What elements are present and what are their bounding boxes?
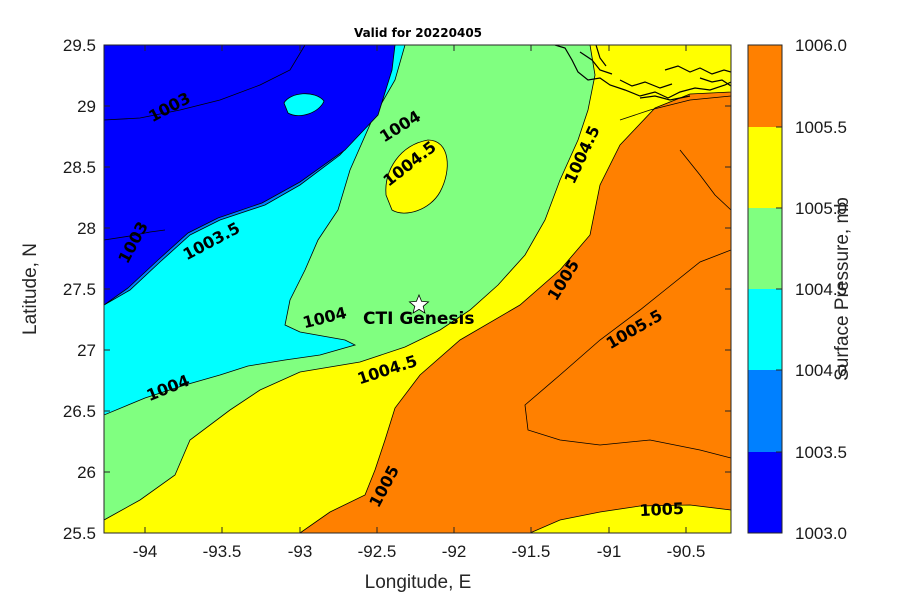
y-tick-label: 29 — [77, 97, 96, 116]
contour-line-1006-ridge — [619, 95, 731, 121]
colorbar-tick-label: 1003.0 — [795, 524, 847, 543]
colorbar-tick-label: 1005.0 — [795, 199, 847, 218]
coastline — [554, 45, 731, 101]
colorbar-segment — [748, 452, 782, 533]
y-tick-label: 28.5 — [63, 158, 96, 177]
y-tick-label: 28 — [77, 219, 96, 238]
x-tick-label: -90.5 — [667, 542, 706, 561]
x-axis: -94 -93.5 -93 -92.5 -92 -91.5 -91 -90.5 … — [133, 45, 706, 593]
cti-genesis-marker: CTI Genesis — [363, 293, 475, 329]
x-tick-label: -94 — [133, 542, 158, 561]
colorbar-segment — [748, 45, 782, 127]
colorbar-tick-label: 1003.5 — [795, 443, 847, 462]
x-tick-label: -91 — [597, 542, 622, 561]
colorbar-tick-label: 1005.5 — [795, 118, 847, 137]
filled-contour-map — [104, 45, 731, 533]
colorbar-segment — [748, 127, 782, 208]
colorbar-tick-label: 1004.5 — [795, 280, 847, 299]
colorbar-segment — [748, 370, 782, 452]
contour-line-1005-5 — [524, 249, 731, 459]
colorbar-label: Surface Pressure, mb — [832, 197, 853, 381]
x-tick-label: -93 — [288, 542, 313, 561]
x-tick-label: -91.5 — [512, 542, 551, 561]
island-1005-yellow — [385, 139, 448, 214]
y-tick-label: 26.5 — [63, 402, 96, 421]
band-1003-1003-5 — [104, 45, 396, 306]
y-tick-label: 25.5 — [63, 524, 96, 543]
x-tick-label: -92.5 — [358, 542, 397, 561]
y-tick-label: 27.5 — [63, 280, 96, 299]
y-axis-label: Latitude, N — [20, 243, 41, 335]
figure-title: Valid for 20220405 — [354, 26, 482, 40]
colorbar-segment — [748, 289, 782, 370]
contour-line-1006-right — [679, 149, 731, 211]
marker-label: CTI Genesis — [363, 309, 475, 329]
colorbar-segment — [748, 208, 782, 289]
colorbar: 1006.0 1005.5 1005.0 1004.5 1004.0 1003.… — [747, 36, 853, 543]
x-tick-label: -93.5 — [203, 542, 242, 561]
y-tick-label: 26 — [77, 463, 96, 482]
band-1005-lower-right — [529, 504, 731, 533]
x-axis-label: Longitude, E — [365, 572, 472, 593]
y-tick-label: 29.5 — [63, 36, 96, 55]
contour-line-1003-left — [104, 229, 166, 241]
colorbar-tick-label: 1006.0 — [795, 36, 847, 55]
colorbar-tick-label: 1004.0 — [795, 361, 847, 380]
contour-line-1003-upper — [104, 45, 306, 121]
contour-label: 1005 — [639, 499, 684, 520]
x-tick-label: -92 — [442, 542, 467, 561]
island-1004-cyan — [283, 93, 325, 117]
y-axis: 29.5 29 28.5 28 27.5 27 26.5 26 25.5 Lat… — [20, 36, 731, 543]
y-tick-label: 27 — [77, 341, 96, 360]
star-icon — [408, 293, 430, 314]
